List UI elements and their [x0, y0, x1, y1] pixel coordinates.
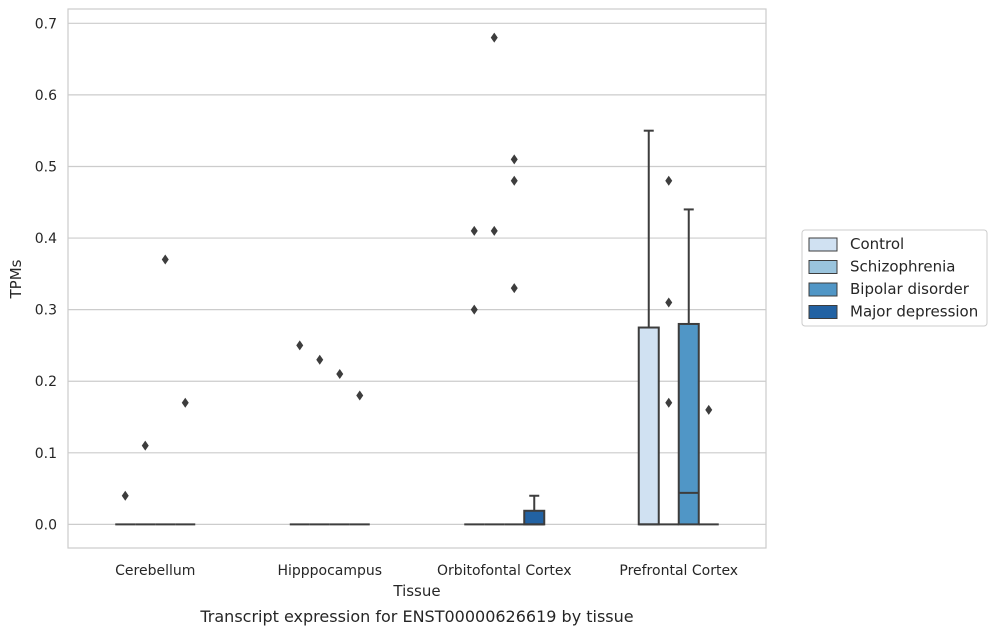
boxes [115, 129, 719, 526]
x-tick-label: Hipppocampus [277, 563, 382, 579]
x-axis-title: Tissue [392, 582, 440, 600]
x-tick-label: Prefrontal Cortex [619, 563, 738, 579]
outlier-point [161, 254, 169, 265]
y-tick-label: 0.5 [35, 159, 57, 175]
x-tick-label: Cerebellum [115, 563, 195, 579]
y-axis-ticks: 0.0 0.1 0.2 0.3 0.4 0.5 0.6 0.7 [35, 16, 57, 533]
outlier-point [510, 154, 518, 165]
y-tick-label: 0.0 [35, 517, 57, 533]
outlier-point [356, 390, 364, 401]
outlier-point [510, 283, 518, 294]
box [637, 129, 660, 526]
outlier-point [665, 297, 673, 308]
legend-swatch [808, 305, 838, 319]
gridlines [68, 22, 766, 525]
outlier-point [316, 354, 324, 365]
box [677, 208, 700, 526]
outlier-point [181, 397, 189, 408]
y-axis-title: TPMs [7, 259, 25, 299]
outlier-point [470, 304, 478, 315]
legend: Control Schizophrenia Bipolar disorder Majo… [801, 229, 988, 327]
legend-swatch [808, 260, 838, 274]
outlier-point [336, 369, 344, 380]
legend-label: Major depression [850, 303, 978, 321]
box-body [677, 322, 700, 526]
legend-swatch [808, 282, 838, 297]
legend-items: Control Schizophrenia Bipolar disorder Majo… [808, 235, 978, 321]
outlier-point [296, 340, 304, 351]
chart-caption: Transcript expression for ENST0000062661… [199, 607, 633, 626]
box-body [523, 509, 546, 526]
outlier-point [490, 225, 498, 236]
y-tick-label: 0.4 [35, 231, 57, 247]
outlier-point [121, 490, 129, 501]
legend-label: Schizophrenia [850, 258, 955, 276]
outlier-point [510, 175, 518, 186]
y-tick-label: 0.6 [35, 88, 57, 104]
x-axis-ticks: Cerebellum Hipppocampus Orbitofontal Corte… [115, 563, 738, 579]
outlier-point [490, 32, 498, 43]
outliers [121, 32, 713, 501]
legend-label: Control [850, 235, 904, 253]
plot-area-frame [67, 8, 767, 549]
outlier-point [141, 440, 149, 451]
y-tick-label: 0.7 [35, 16, 57, 32]
y-tick-label: 0.2 [35, 374, 57, 390]
outlier-point [665, 175, 673, 186]
box [523, 494, 546, 526]
legend-swatch [808, 237, 838, 252]
outlier-point [705, 404, 713, 415]
outlier-point [665, 397, 673, 408]
box-body [637, 326, 660, 526]
y-tick-label: 0.3 [35, 303, 57, 319]
outlier-point [470, 225, 478, 236]
y-tick-label: 0.1 [35, 446, 57, 462]
legend-frame [801, 229, 988, 327]
x-tick-label: Orbitofontal Cortex [437, 563, 572, 579]
legend-label: Bipolar disorder [850, 280, 970, 298]
